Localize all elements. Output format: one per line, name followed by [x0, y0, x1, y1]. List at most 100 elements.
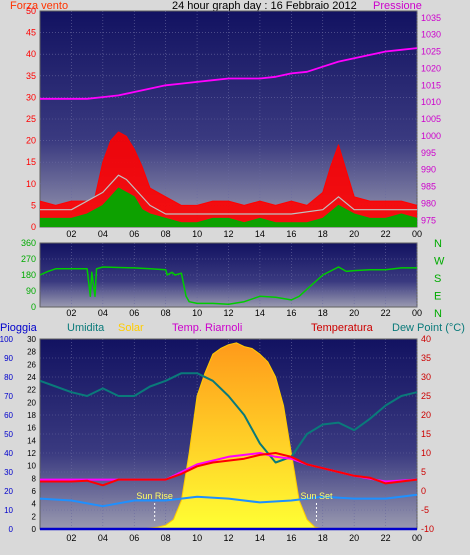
temperature-tick-label: 10: [421, 448, 431, 458]
pressure-tick-label: 1000: [421, 131, 441, 141]
x-tick-label: 22: [381, 533, 391, 543]
legend-item: Pioggia: [0, 322, 38, 334]
pressure-tick-label: 1010: [421, 97, 441, 107]
pressure-tick-label: 1020: [421, 63, 441, 73]
x-tick-label: 12: [223, 533, 233, 543]
x-tick-label: 10: [192, 533, 202, 543]
x-tick-label: 00: [412, 533, 422, 543]
wind-pressure-chart: 0510152025303540455097598098599099510001…: [26, 6, 441, 239]
temperature-tick-label: 15: [421, 429, 431, 439]
rain-tick-label: 100: [0, 335, 14, 344]
x-tick-label: 08: [161, 308, 171, 318]
wind-tick-label: 40: [26, 49, 36, 59]
x-tick-label: 02: [66, 308, 76, 318]
legend-item: Dew Point (°C): [392, 322, 465, 334]
secondary-tick-label: 14: [27, 436, 36, 445]
pressure-tick-label: 1035: [421, 13, 441, 23]
x-tick-label: 20: [349, 229, 359, 239]
rain-tick-label: 20: [4, 487, 13, 496]
wind-tick-label: 0: [31, 222, 36, 232]
secondary-tick-label: 12: [27, 449, 36, 458]
wind-tick-label: 15: [26, 157, 36, 167]
legend-item: Temperatura: [311, 322, 374, 334]
temperature-line: [40, 452, 418, 487]
temperature-tick-label: 5: [421, 467, 426, 477]
temperature-tick-label: 20: [421, 410, 431, 420]
secondary-tick-label: 20: [27, 398, 36, 407]
rain-tick-label: 90: [4, 354, 13, 363]
secondary-tick-label: 4: [32, 500, 37, 509]
wind-tick-label: 35: [26, 71, 36, 81]
x-tick-label: 20: [349, 308, 359, 318]
x-tick-label: 08: [161, 229, 171, 239]
compass-label: N: [434, 308, 442, 320]
x-tick-label: 08: [161, 533, 171, 543]
climate-chart: 0102030405060708090100024681012141618202…: [0, 334, 434, 543]
direction-tick-label: 90: [26, 286, 36, 296]
wind-tick-label: 5: [31, 200, 36, 210]
secondary-tick-label: 10: [27, 462, 36, 471]
legend-item: Solar: [118, 322, 144, 334]
x-tick-label: 16: [286, 533, 296, 543]
x-tick-label: 22: [381, 308, 391, 318]
x-tick-label: 00: [412, 308, 422, 318]
rain-tick-label: 0: [9, 525, 14, 534]
sun-set-label: Sun Set: [300, 491, 333, 501]
direction-panel: [39, 242, 418, 308]
direction-tick-label: 360: [21, 238, 36, 248]
x-tick-label: 10: [192, 229, 202, 239]
x-tick-label: 06: [129, 308, 139, 318]
x-tick-label: 10: [192, 308, 202, 318]
secondary-tick-label: 2: [32, 512, 37, 521]
secondary-tick-label: 28: [27, 348, 36, 357]
x-tick-label: 06: [129, 533, 139, 543]
temperature-tick-label: 30: [421, 372, 431, 382]
direction-tick-label: 0: [31, 302, 36, 312]
x-tick-label: 20: [349, 533, 359, 543]
secondary-tick-label: 18: [27, 411, 36, 420]
secondary-tick-label: 6: [32, 487, 37, 496]
x-tick-label: 02: [66, 229, 76, 239]
rain-tick-label: 60: [4, 411, 13, 420]
x-tick-label: 16: [286, 229, 296, 239]
compass-label: N: [434, 238, 442, 250]
wind-tick-label: 50: [26, 6, 36, 16]
temperature-tick-label: -10: [421, 524, 434, 534]
solar-area: [142, 342, 323, 529]
humidity-line: [39, 372, 418, 464]
wind-tick-label: 10: [26, 179, 36, 189]
pressure-line: [40, 47, 418, 100]
secondary-tick-label: 16: [27, 424, 36, 433]
gust-line: [39, 131, 418, 206]
x-tick-label: 14: [255, 533, 265, 543]
x-tick-label: 04: [98, 229, 108, 239]
climate-legend: Pioggia Umidita Solar Temp. Riarnoli Tempera…: [0, 322, 465, 334]
legend-item: Temp. Riarnoli: [172, 322, 242, 334]
secondary-tick-label: 8: [32, 474, 37, 483]
pressure-tick-label: 990: [421, 165, 436, 175]
rain-tick-label: 70: [4, 392, 13, 401]
temperature-tick-label: 25: [421, 391, 431, 401]
rain-tick-label: 30: [4, 468, 13, 477]
wind-tick-label: 20: [26, 136, 36, 146]
secondary-tick-label: 26: [27, 360, 36, 369]
solar-line: [142, 342, 323, 530]
x-tick-label: 00: [412, 229, 422, 239]
temperature-tick-label: 40: [421, 334, 431, 344]
wind-tick-label: 25: [26, 114, 36, 124]
x-tick-label: 14: [255, 308, 265, 318]
pressure-axis-title: Pressione: [373, 0, 422, 12]
temperature-tick-label: 0: [421, 486, 426, 496]
rain-tick-label: 50: [4, 430, 13, 439]
compass-label: W: [434, 256, 445, 268]
temperature-tick-label: 35: [421, 353, 431, 363]
pressure-tick-label: 995: [421, 148, 436, 158]
wind-tick-label: 30: [26, 92, 36, 102]
x-tick-label: 18: [318, 533, 328, 543]
average-wind-line: [40, 174, 417, 215]
dew-point-line: [39, 493, 418, 508]
x-tick-label: 12: [223, 229, 233, 239]
x-tick-label: 18: [318, 308, 328, 318]
